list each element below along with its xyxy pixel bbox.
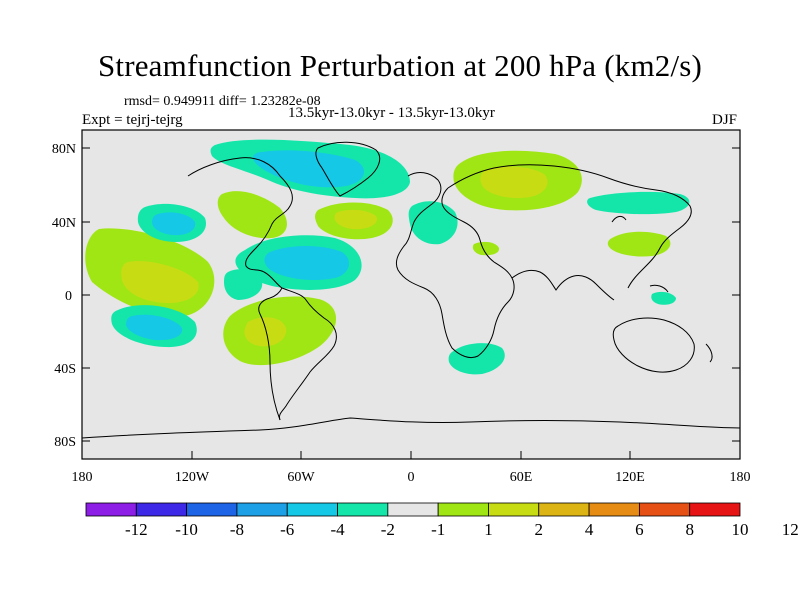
anomaly-south-pacific-neg-core <box>126 314 183 341</box>
colorbar-label: 12 <box>782 520 799 539</box>
colorbar-swatch <box>236 502 288 517</box>
colorbar-swatch <box>337 502 389 517</box>
lat-label: 80S <box>54 435 76 450</box>
plot-title: Streamfunction Perturbation at 200 hPa (… <box>97 48 703 83</box>
anomaly-caribbean-neg-core <box>264 246 350 280</box>
anomaly-nw-pacific-neg <box>587 191 690 215</box>
lon-label: 60W <box>287 470 315 485</box>
lon-label: 120W <box>175 470 210 485</box>
season-label: DJF <box>712 112 738 128</box>
colorbar-label: 4 <box>585 520 594 539</box>
rmsd-stats: rmsd= 0.949911 diff= 1.23282e-08 <box>124 94 321 109</box>
colorbar-label: -2 <box>381 520 395 539</box>
anomaly-greenland-neg-core <box>252 150 365 188</box>
lat-label: 80N <box>52 142 76 157</box>
anomaly-south-africa-neg <box>448 343 505 375</box>
lat-label: 40S <box>54 362 76 377</box>
colorbar-swatch <box>538 502 590 517</box>
anomaly-south-america-pos-core <box>244 317 287 347</box>
colorbar-label: -12 <box>125 520 148 539</box>
experiment-label: Expt = tejrj-tejrg <box>82 112 183 128</box>
anomaly-europe-neg <box>408 201 458 245</box>
anomaly-siberia-pos-core <box>480 166 548 198</box>
contour-fields <box>82 139 740 439</box>
lon-label: 0 <box>408 470 415 485</box>
colorbar-label: -10 <box>175 520 198 539</box>
colorbar-swatch <box>437 502 489 517</box>
lat-label: 0 <box>65 289 72 304</box>
period-subtitle: 13.5kyr-13.0kyr - 13.5kyr-13.0kyr <box>288 105 495 121</box>
lon-label: 180 <box>730 470 751 485</box>
colorbar-swatch <box>186 502 238 517</box>
lat-label: 40N <box>52 216 76 231</box>
lon-label: 180 <box>72 470 93 485</box>
lon-label: 60E <box>510 470 533 485</box>
anomaly-central-pacific-neg-core <box>152 212 196 236</box>
colorbar-label: 1 <box>484 520 493 539</box>
coastlines <box>82 141 740 439</box>
colorbar-swatch <box>488 502 540 517</box>
colorbar-swatch <box>588 502 640 517</box>
lon-label: 120E <box>615 470 645 485</box>
colorbar-label: -8 <box>230 520 244 539</box>
colorbar-swatch <box>135 502 188 517</box>
colorbar-label: 10 <box>732 520 749 539</box>
colorbar-swatch <box>638 502 691 517</box>
anomaly-north-america-pos <box>217 191 287 239</box>
anomaly-north-pacific-pos-core <box>121 261 199 304</box>
colorbar-swatch <box>387 502 439 517</box>
colorbar-label: 6 <box>635 520 644 539</box>
colorbar-label: 8 <box>685 520 694 539</box>
anomaly-east-pacific-neg <box>224 269 263 300</box>
anomaly-maritime-neg <box>651 291 676 305</box>
anomaly-japan-pos <box>607 231 671 257</box>
colorbar-label: -1 <box>431 520 445 539</box>
anomaly-north-atlantic-pos-core <box>334 209 378 230</box>
axis-ticks <box>81 147 741 459</box>
colorbar-swatch <box>85 502 137 517</box>
colorbar: -12 -10 -8 -6 -4 -2 -1 1 2 4 6 8 10 12 <box>85 502 799 539</box>
colorbar-swatch <box>689 502 741 517</box>
colorbar-label: -4 <box>330 520 345 539</box>
anomaly-arabia-pos <box>472 241 500 256</box>
colorbar-label: -6 <box>280 520 294 539</box>
colorbar-swatch <box>286 502 338 517</box>
colorbar-label: 2 <box>535 520 544 539</box>
